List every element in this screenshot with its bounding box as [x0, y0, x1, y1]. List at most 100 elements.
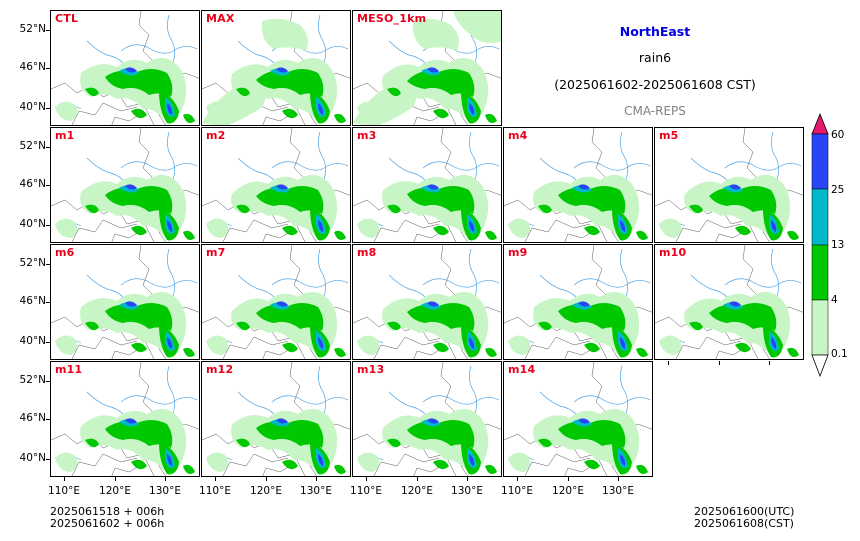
lat-tick-label: 52°N: [19, 140, 46, 152]
lat-tick-label: 46°N: [19, 412, 46, 424]
member-label: m8: [357, 246, 377, 259]
map-panel: MAX: [201, 10, 351, 126]
precip-map: [504, 245, 652, 359]
lon-tick-label: 110°E: [48, 485, 80, 497]
valid-period: (2025061602-2025061608 CST): [554, 77, 756, 92]
lat-tick: [46, 147, 50, 148]
lon-tick-label: 120°E: [401, 485, 433, 497]
map-panel: m14: [503, 361, 653, 477]
lon-tick-label: 130°E: [149, 485, 181, 497]
precip-map: [51, 11, 199, 125]
colorbar-label-13: 13: [831, 239, 845, 251]
map-panel: m8: [352, 244, 502, 360]
precip-map: [202, 245, 350, 359]
lat-tick-label: 46°N: [19, 295, 46, 307]
member-label: m10: [659, 246, 687, 259]
member-label: m1: [55, 129, 75, 142]
map-panel: m9: [503, 244, 653, 360]
member-label: m9: [508, 246, 528, 259]
member-label: m12: [206, 363, 234, 376]
lon-tick-label: 130°E: [451, 485, 483, 497]
lat-tick-label: 40°N: [19, 101, 46, 113]
colorbar-band-13-25: [811, 188, 829, 246]
lat-tick: [46, 68, 50, 69]
lon-tick: [668, 361, 669, 365]
lon-tick: [417, 477, 418, 481]
lon-tick: [719, 361, 720, 365]
region-title: NorthEast: [619, 24, 691, 39]
precip-map: [353, 11, 501, 125]
map-panel: m2: [201, 127, 351, 243]
lon-tick: [115, 477, 116, 481]
lon-tick-label: 120°E: [250, 485, 282, 497]
lat-tick-label: 52°N: [19, 23, 46, 35]
map-panel: m10: [654, 244, 804, 360]
member-label: MESO_1km: [357, 12, 427, 25]
lon-tick: [266, 477, 267, 481]
member-label: CTL: [55, 12, 79, 25]
lon-tick-label: 110°E: [350, 485, 382, 497]
map-panel: CTL: [50, 10, 200, 126]
lon-tick-label: 110°E: [501, 485, 533, 497]
lat-tick: [46, 381, 50, 382]
colorbar-label-60: 60: [831, 129, 845, 141]
lat-tick: [46, 30, 50, 31]
member-label: m2: [206, 129, 226, 142]
colorbar-band-25-60: [811, 133, 829, 190]
lat-tick-label: 52°N: [19, 374, 46, 386]
lat-tick-label: 40°N: [19, 452, 46, 464]
map-panel: MESO_1km: [352, 10, 502, 126]
lon-tick-label: 130°E: [602, 485, 634, 497]
lat-tick-label: 46°N: [19, 61, 46, 73]
map-panel: m13: [352, 361, 502, 477]
lat-tick: [46, 108, 50, 109]
member-label: MAX: [206, 12, 235, 25]
map-panel: m6: [50, 244, 200, 360]
map-panel: m12: [201, 361, 351, 477]
lat-tick-label: 40°N: [19, 335, 46, 347]
lon-tick: [215, 477, 216, 481]
precip-map: [202, 362, 350, 476]
lon-tick: [366, 477, 367, 481]
lat-tick: [46, 225, 50, 226]
precip-map: [504, 128, 652, 242]
lat-tick: [46, 302, 50, 303]
lat-tick-label: 40°N: [19, 218, 46, 230]
map-panel: m11: [50, 361, 200, 477]
member-label: m5: [659, 129, 679, 142]
valid-time-utc: 2025061600(UTC): [694, 505, 795, 518]
map-panel: m5: [654, 127, 804, 243]
member-label: m7: [206, 246, 226, 259]
colorbar-label-0.1: 0.1: [831, 348, 848, 360]
lat-tick-label: 46°N: [19, 178, 46, 190]
lon-tick: [618, 477, 619, 481]
variable-name: rain6: [638, 50, 672, 65]
lon-tick: [769, 361, 770, 365]
colorbar-band-0.1-4: [811, 299, 829, 356]
lon-tick: [316, 477, 317, 481]
precip-map: [353, 245, 501, 359]
lon-tick: [64, 477, 65, 481]
member-label: m14: [508, 363, 536, 376]
lon-tick-label: 110°E: [199, 485, 231, 497]
colorbar-label-4: 4: [831, 294, 838, 306]
init-time-utc: 2025061518 + 006h: [50, 505, 165, 518]
precip-map: [353, 128, 501, 242]
member-label: m6: [55, 246, 75, 259]
init-time-cst: 2025061602 + 006h: [50, 517, 165, 530]
lon-tick: [517, 477, 518, 481]
colorbar-label-25: 25: [831, 184, 845, 196]
map-panel: m4: [503, 127, 653, 243]
lat-tick-label: 52°N: [19, 257, 46, 269]
colorbar-under-arrow: [811, 354, 829, 378]
map-panel: m3: [352, 127, 502, 243]
precip-map: [51, 245, 199, 359]
precip-map: [655, 128, 803, 242]
member-label: m11: [55, 363, 83, 376]
lon-tick-label: 120°E: [552, 485, 584, 497]
lon-tick: [165, 477, 166, 481]
precip-map: [51, 362, 199, 476]
lat-tick: [46, 459, 50, 460]
lon-tick: [467, 477, 468, 481]
